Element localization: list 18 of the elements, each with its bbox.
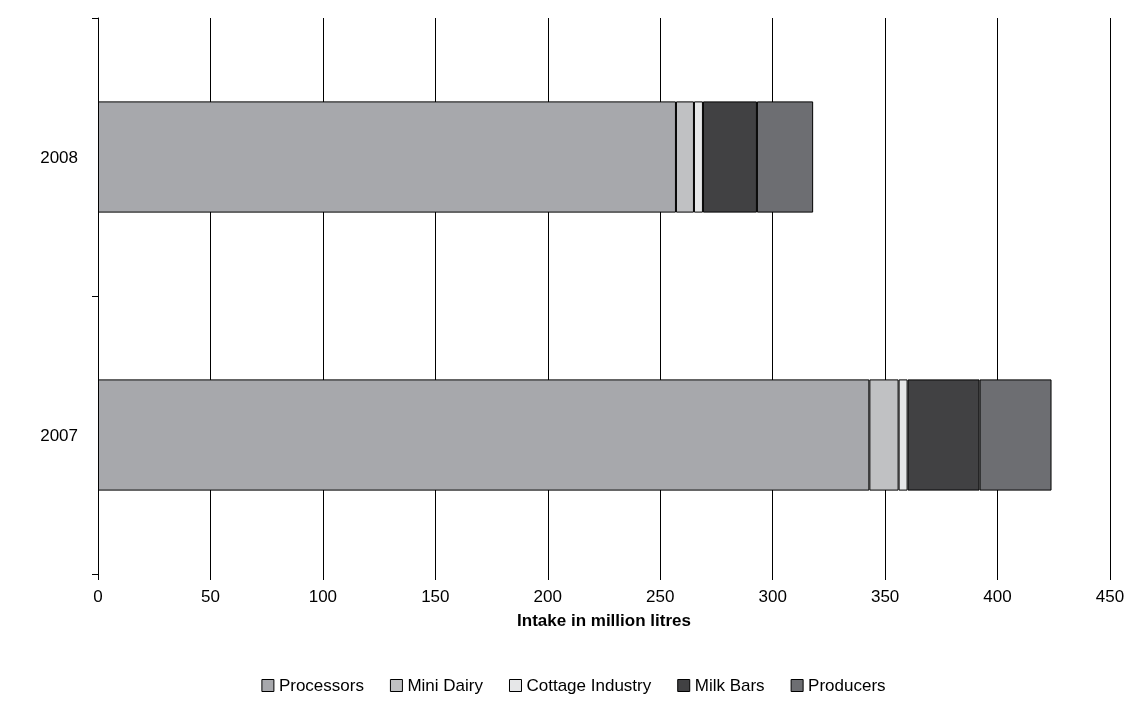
x-tick-label: 250 <box>646 587 675 606</box>
legend-label: Cottage Industry <box>526 676 652 695</box>
x-tick-label: 400 <box>983 587 1012 606</box>
x-tick-label: 300 <box>758 587 787 606</box>
legend-label: Mini Dairy <box>407 676 484 695</box>
legend-label: Processors <box>278 676 364 695</box>
x-tick-label: 100 <box>308 587 338 606</box>
x-tick-label: 50 <box>200 587 220 606</box>
x-axis-title: Intake in million litres <box>517 611 691 630</box>
x-tick-label: 350 <box>870 587 900 606</box>
x-tick-label: 200 <box>533 587 562 606</box>
y-tick-label: 2008 <box>40 147 78 167</box>
legend-label: Producers <box>808 676 886 695</box>
x-tick-label: 0 <box>93 587 103 606</box>
x-tick-label: 150 <box>421 587 450 606</box>
legend-label: Milk Bars <box>694 676 765 695</box>
x-tick-label: 450 <box>1095 587 1125 606</box>
y-tick-label: 2007 <box>40 425 78 445</box>
